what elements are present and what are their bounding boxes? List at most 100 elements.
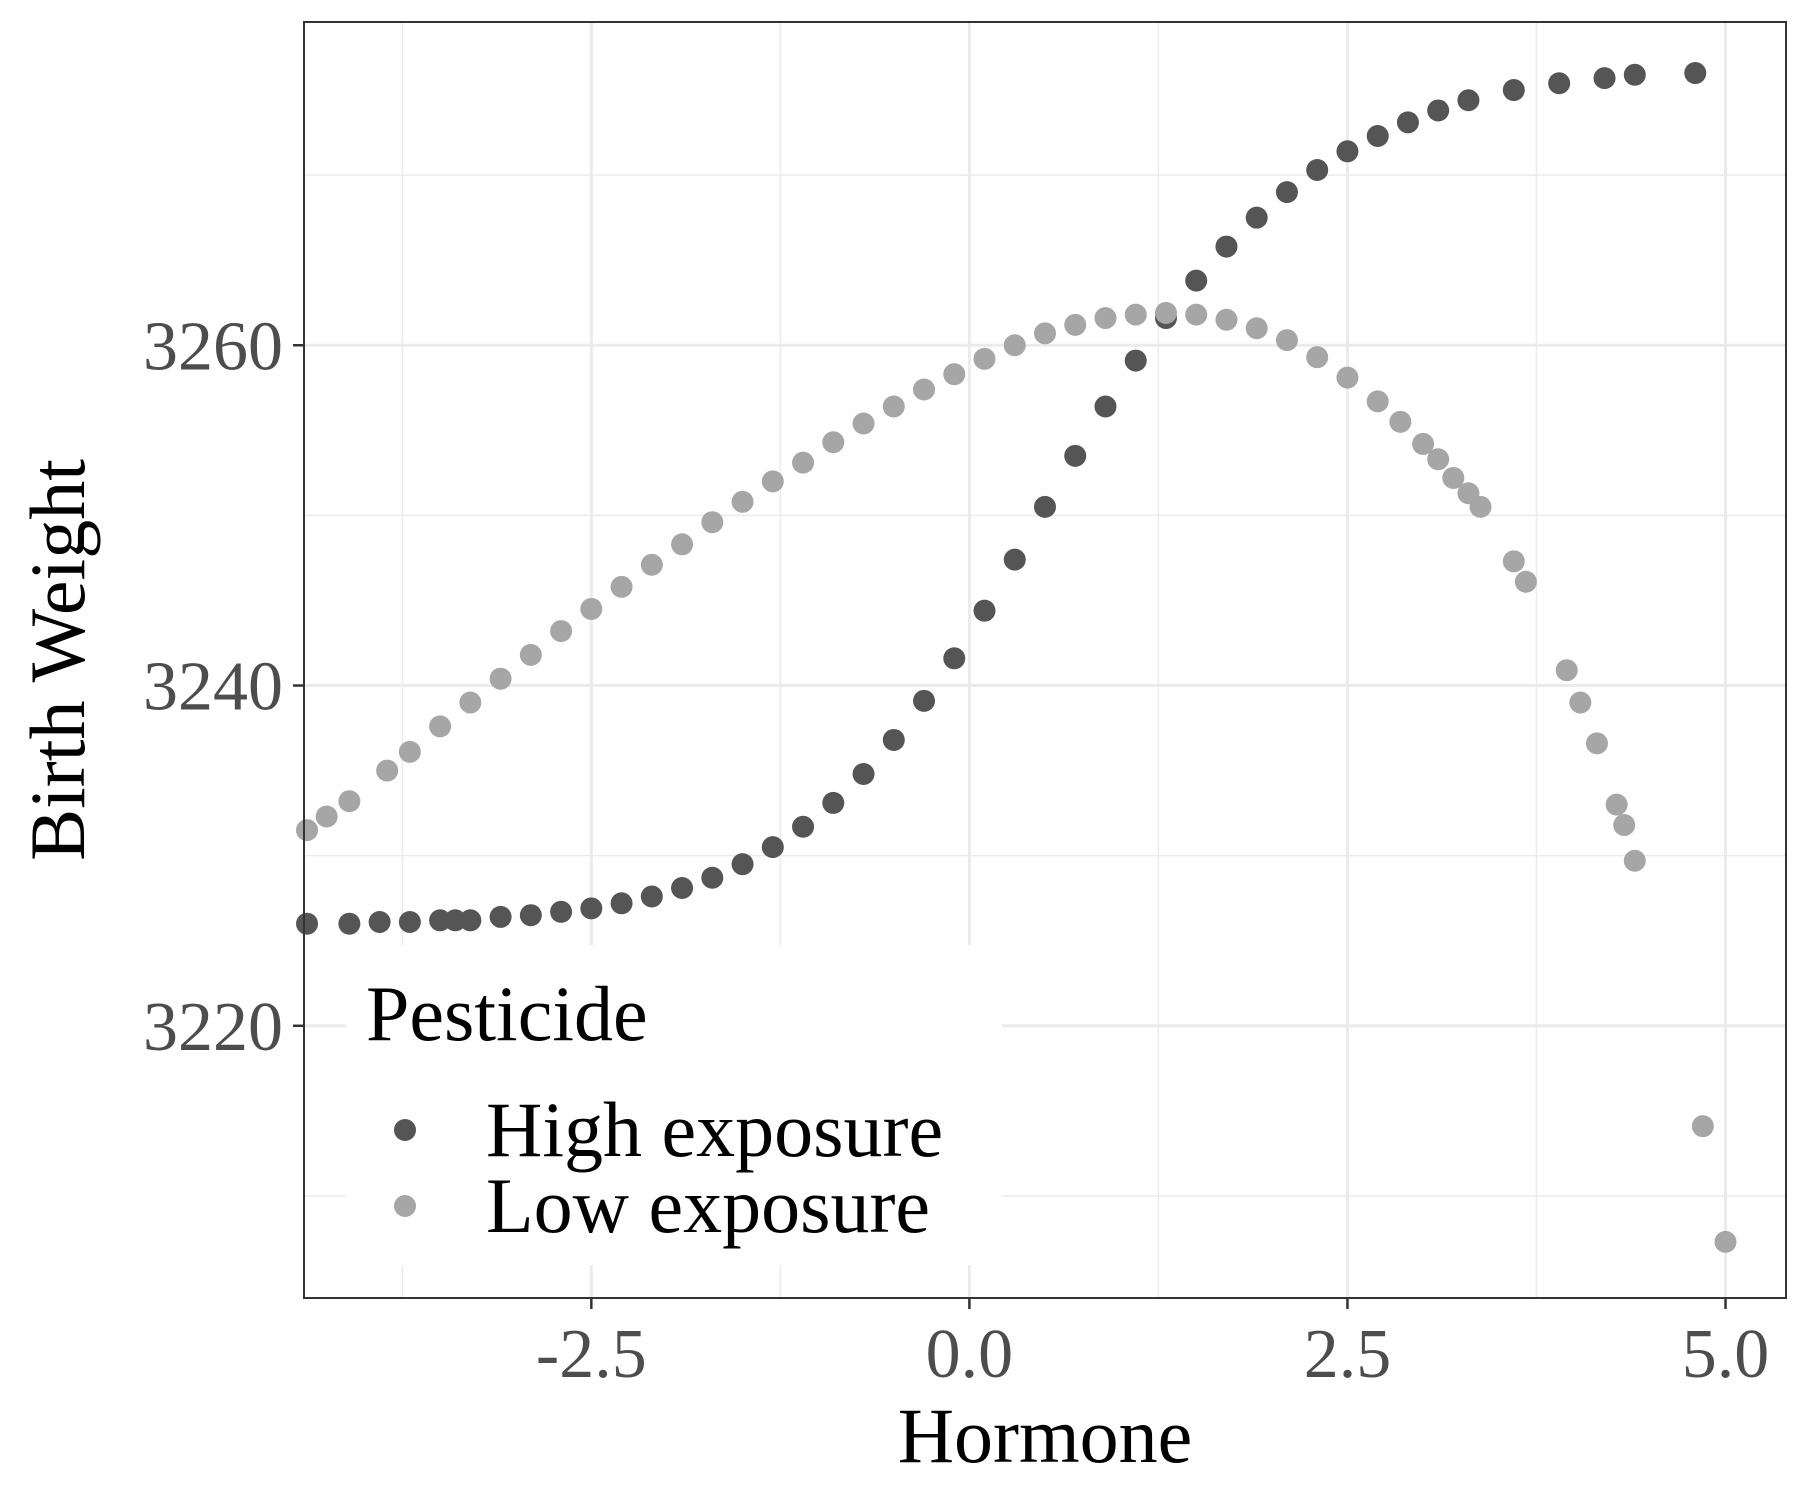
data-point xyxy=(1306,346,1329,369)
data-point xyxy=(1585,732,1608,755)
data-point xyxy=(1064,444,1087,467)
data-point xyxy=(338,912,361,935)
data-point xyxy=(1215,235,1238,258)
data-point xyxy=(1691,1115,1714,1138)
data-point xyxy=(1003,334,1026,357)
data-point xyxy=(398,740,421,763)
x-tick-label: 5.0 xyxy=(1682,1316,1770,1393)
legend-key xyxy=(394,1195,416,1217)
data-point xyxy=(296,912,319,935)
y-axis-title: Birth Weight xyxy=(14,459,101,861)
data-point xyxy=(973,347,996,370)
data-point xyxy=(368,911,391,934)
data-point xyxy=(640,885,663,908)
data-point xyxy=(1336,366,1359,389)
series-low-exposure xyxy=(296,301,1737,1253)
data-point xyxy=(1502,79,1525,102)
data-point xyxy=(315,805,338,828)
data-point xyxy=(731,490,754,513)
data-point xyxy=(1569,691,1592,714)
y-tick-label: 3220 xyxy=(143,989,283,1066)
data-point xyxy=(444,909,467,932)
x-tick-label: 0.0 xyxy=(926,1316,1014,1393)
data-point xyxy=(519,904,542,927)
legend-label: High exposure xyxy=(486,1086,943,1173)
data-point xyxy=(1613,814,1636,837)
data-point xyxy=(1185,269,1208,292)
data-point xyxy=(1514,570,1537,593)
data-point xyxy=(1185,303,1208,326)
data-point xyxy=(1412,432,1435,455)
data-point xyxy=(701,511,724,534)
data-point xyxy=(913,378,936,401)
data-point xyxy=(1714,1230,1737,1253)
data-point xyxy=(1427,448,1450,471)
data-point xyxy=(1336,140,1359,163)
data-point xyxy=(852,412,875,435)
x-axis-ticks: -2.5 0.0 2.5 5.0 xyxy=(536,1298,1769,1393)
data-point xyxy=(1366,390,1389,413)
data-point xyxy=(1593,67,1616,90)
data-point xyxy=(610,892,633,915)
data-point xyxy=(1396,111,1419,134)
data-point xyxy=(943,647,966,670)
data-point xyxy=(459,909,482,932)
y-axis-ticks: 3220 3240 3260 xyxy=(143,308,304,1066)
data-point xyxy=(1555,659,1578,682)
data-point xyxy=(1623,849,1646,872)
data-point xyxy=(671,533,694,556)
data-point xyxy=(1124,303,1147,326)
data-point xyxy=(792,815,815,838)
data-point xyxy=(580,597,603,620)
data-point xyxy=(913,689,936,712)
data-point xyxy=(1684,62,1707,85)
data-point xyxy=(1548,72,1571,95)
x-axis-title: Hormone xyxy=(898,1392,1193,1479)
data-point xyxy=(1064,313,1087,336)
data-point xyxy=(1427,99,1450,122)
data-point xyxy=(1457,89,1480,112)
data-point xyxy=(882,728,905,751)
data-point xyxy=(1034,495,1056,518)
data-point xyxy=(1215,308,1238,331)
data-point xyxy=(822,431,845,454)
data-point xyxy=(1502,550,1525,573)
data-point xyxy=(1275,181,1298,204)
data-point xyxy=(489,667,512,690)
data-point xyxy=(973,599,996,622)
data-point xyxy=(761,836,784,859)
data-point xyxy=(429,715,452,738)
x-tick-label: 2.5 xyxy=(1304,1316,1392,1393)
data-point xyxy=(376,759,399,782)
data-point xyxy=(1605,793,1628,816)
data-point xyxy=(1442,466,1465,489)
data-point xyxy=(580,897,603,920)
legend-label: Low exposure xyxy=(486,1162,930,1249)
data-point xyxy=(1366,124,1389,147)
panel-border xyxy=(303,21,1787,1299)
y-tick-label: 3260 xyxy=(143,308,283,385)
data-point xyxy=(792,451,815,474)
data-point xyxy=(943,363,966,386)
data-point xyxy=(459,691,482,714)
data-point xyxy=(489,905,512,928)
data-point xyxy=(296,819,319,842)
legend-background xyxy=(346,945,1002,1265)
y-tick-label: 3240 xyxy=(143,649,283,726)
data-point xyxy=(550,900,573,923)
data-point xyxy=(429,909,452,932)
data-point xyxy=(338,790,361,813)
x-tick-label: -2.5 xyxy=(536,1316,647,1393)
data-point xyxy=(1154,301,1177,324)
data-point xyxy=(1124,349,1147,372)
data-point xyxy=(519,643,542,666)
data-point xyxy=(1306,159,1329,182)
data-point xyxy=(671,876,694,899)
data-point xyxy=(1094,307,1117,330)
data-point xyxy=(1389,410,1412,433)
data-point xyxy=(1469,495,1492,518)
data-point xyxy=(610,575,633,598)
data-point xyxy=(731,853,754,876)
